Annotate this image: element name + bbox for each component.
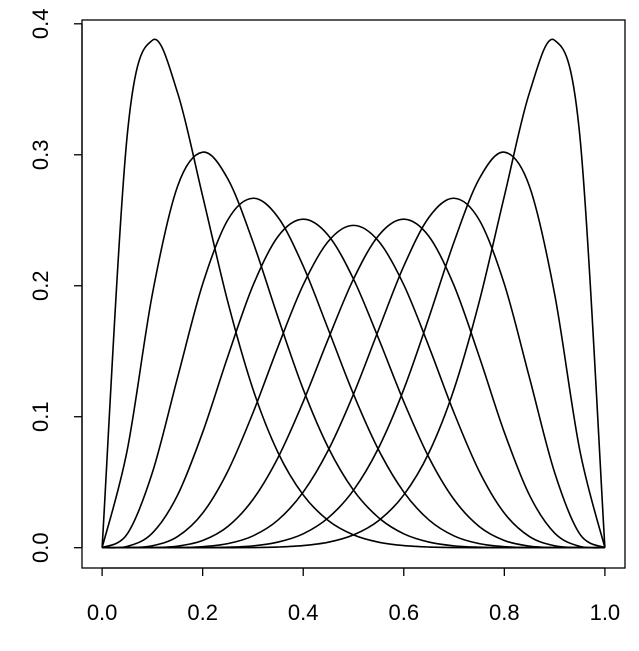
plot-box [81,19,626,569]
y-tick-label: 0.4 [28,9,53,40]
x-tick-label: 0.0 [87,600,118,625]
curve [102,38,606,549]
curve [102,218,605,549]
y-tick-label: 0.1 [28,401,53,432]
curve [102,218,605,549]
curve [101,151,605,549]
x-tick-label: 0.4 [288,600,319,625]
y-tick-label: 0.2 [28,270,53,301]
y-tick-label: 0.0 [28,532,53,563]
curve [102,224,605,549]
x-tick-label: 0.8 [489,600,520,625]
curve [102,151,606,549]
curve [101,38,605,549]
x-tick-label: 1.0 [590,600,621,625]
y-tick-label: 0.3 [28,139,53,170]
x-tick-label: 0.2 [187,600,218,625]
curve [101,197,605,549]
x-tick-label: 0.6 [388,600,419,625]
